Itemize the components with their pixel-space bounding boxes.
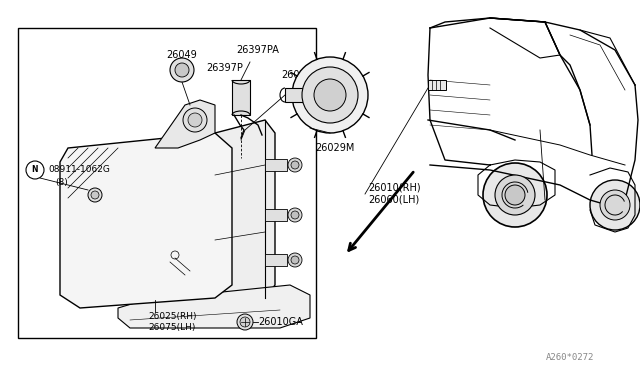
Circle shape (183, 108, 207, 132)
Circle shape (505, 185, 525, 205)
Circle shape (291, 256, 299, 264)
Circle shape (600, 190, 630, 220)
Circle shape (288, 253, 302, 267)
Text: 26010GA: 26010GA (258, 317, 303, 327)
Text: A260*0272: A260*0272 (546, 353, 594, 362)
Polygon shape (118, 285, 310, 328)
Circle shape (302, 67, 358, 123)
Bar (285, 88, 315, 102)
Text: N: N (32, 166, 38, 174)
Circle shape (483, 163, 547, 227)
Circle shape (314, 79, 346, 111)
Circle shape (170, 58, 194, 82)
Bar (428, 80, 446, 90)
Circle shape (26, 161, 44, 179)
Circle shape (240, 317, 250, 327)
Bar (315, 91, 327, 99)
Bar (265, 209, 287, 221)
Circle shape (88, 188, 102, 202)
Polygon shape (60, 133, 232, 308)
Bar (232, 80, 250, 115)
Text: 26010(RH): 26010(RH) (368, 183, 420, 193)
Polygon shape (155, 100, 215, 148)
Bar (18, 28, 316, 338)
Circle shape (91, 191, 99, 199)
Text: (8): (8) (55, 179, 68, 187)
Circle shape (188, 113, 202, 127)
Circle shape (590, 180, 640, 230)
Text: 26049: 26049 (166, 50, 197, 60)
Circle shape (175, 63, 189, 77)
Text: 08911-1062G: 08911-1062G (48, 166, 110, 174)
Circle shape (237, 314, 253, 330)
Text: 26025(RH): 26025(RH) (148, 312, 196, 321)
Text: 26011A: 26011A (282, 70, 319, 80)
Text: 26029M: 26029M (316, 143, 355, 153)
Text: 26397P: 26397P (207, 63, 243, 73)
Polygon shape (215, 120, 275, 298)
Bar (265, 159, 287, 171)
Circle shape (288, 208, 302, 222)
Text: 26075(LH): 26075(LH) (148, 323, 195, 332)
Text: 26397PA: 26397PA (237, 45, 280, 55)
Circle shape (291, 211, 299, 219)
Text: 26060(LH): 26060(LH) (368, 195, 419, 205)
Bar (265, 254, 287, 266)
Circle shape (495, 175, 535, 215)
Circle shape (292, 57, 368, 133)
Circle shape (291, 161, 299, 169)
Circle shape (288, 158, 302, 172)
